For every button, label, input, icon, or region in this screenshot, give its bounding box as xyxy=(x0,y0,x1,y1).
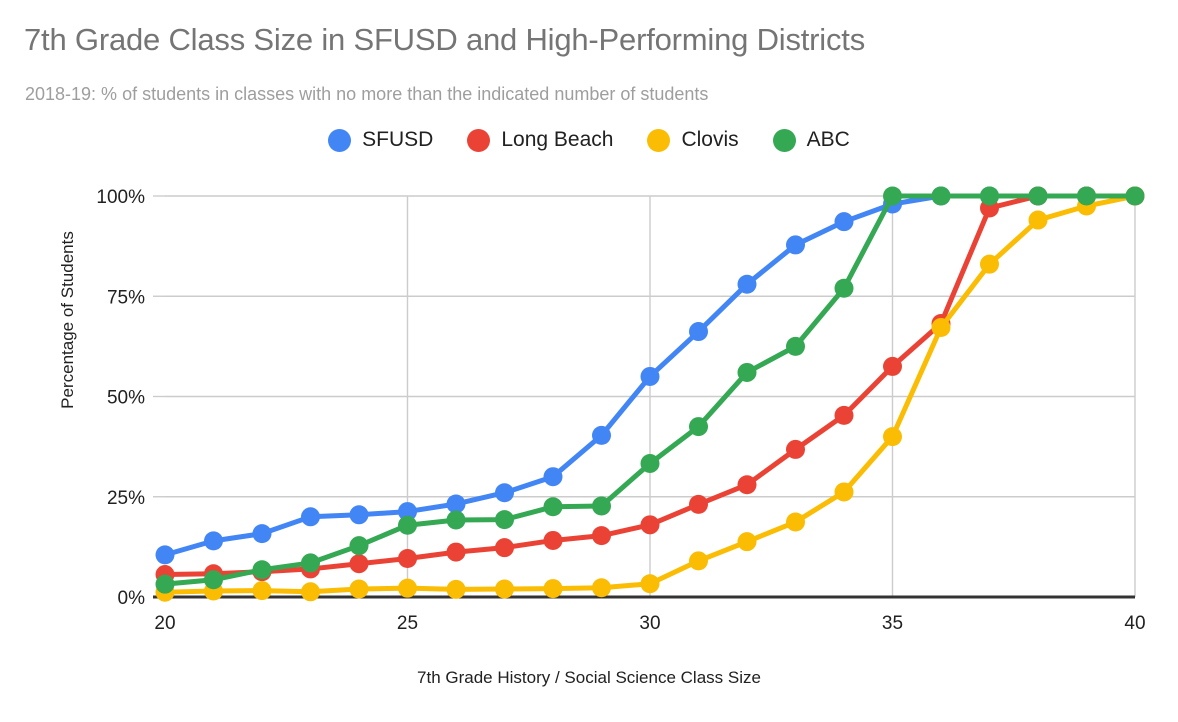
data-point[interactable] xyxy=(446,494,466,514)
data-point[interactable] xyxy=(398,502,417,522)
data-point[interactable] xyxy=(737,475,757,495)
data-point[interactable] xyxy=(931,318,951,338)
legend-swatch-icon xyxy=(328,128,352,152)
legend-label: Clovis xyxy=(681,128,739,151)
data-point[interactable] xyxy=(931,186,951,206)
data-point[interactable] xyxy=(1028,210,1048,230)
x-tick-label: 40 xyxy=(1124,613,1145,634)
data-point[interactable] xyxy=(398,549,417,569)
data-point[interactable] xyxy=(689,322,708,342)
data-point[interactable] xyxy=(155,574,175,594)
data-point[interactable] xyxy=(689,494,708,514)
data-point[interactable] xyxy=(786,336,805,356)
data-point[interactable] xyxy=(689,551,708,571)
y-tick-label: 0% xyxy=(118,588,146,609)
data-point[interactable] xyxy=(495,579,514,599)
legend-label: Long Beach xyxy=(501,128,614,151)
y-tick-label: 75% xyxy=(107,287,145,308)
x-axis-title: 7th Grade History / Social Science Class… xyxy=(417,668,761,687)
data-point[interactable] xyxy=(834,212,854,232)
data-point[interactable] xyxy=(155,545,175,565)
data-point[interactable] xyxy=(398,515,417,535)
data-point[interactable] xyxy=(786,512,805,532)
data-point[interactable] xyxy=(592,496,611,516)
y-tick-label: 25% xyxy=(107,488,145,509)
data-point[interactable] xyxy=(252,581,272,601)
data-point[interactable] xyxy=(495,538,514,558)
chart-subtitle: 2018-19: % of students in classes with n… xyxy=(25,84,709,104)
data-point[interactable] xyxy=(543,497,563,517)
data-point[interactable] xyxy=(1077,186,1096,206)
series-abc xyxy=(155,186,1145,594)
data-point[interactable] xyxy=(786,439,805,459)
legend-item-sfusd[interactable]: SFUSD xyxy=(328,128,433,152)
x-tick-label: 25 xyxy=(397,613,418,634)
data-point[interactable] xyxy=(640,366,660,386)
legend-swatch-icon xyxy=(467,128,491,152)
data-point[interactable] xyxy=(737,274,757,294)
data-point[interactable] xyxy=(834,482,854,502)
chart-legend: SFUSD Long Beach Clovis ABC xyxy=(0,128,1178,152)
chart-title: 7th Grade Class Size in SFUSD and High-P… xyxy=(24,22,865,57)
data-point[interactable] xyxy=(1125,186,1145,206)
data-point[interactable] xyxy=(640,574,660,594)
data-point[interactable] xyxy=(737,532,757,552)
data-point[interactable] xyxy=(495,510,514,530)
data-point[interactable] xyxy=(883,356,902,376)
data-point[interactable] xyxy=(592,578,611,598)
y-tick-label: 50% xyxy=(107,388,145,409)
legend-item-abc[interactable]: ABC xyxy=(772,128,850,152)
data-point[interactable] xyxy=(883,427,902,447)
legend-swatch-icon xyxy=(772,128,796,152)
data-point[interactable] xyxy=(252,524,272,544)
legend-label: ABC xyxy=(806,128,850,151)
data-point[interactable] xyxy=(495,483,514,503)
data-point[interactable] xyxy=(980,186,999,206)
data-point[interactable] xyxy=(640,515,660,535)
y-tick-label: 100% xyxy=(96,187,145,208)
data-point[interactable] xyxy=(349,579,369,599)
data-point[interactable] xyxy=(204,531,223,551)
data-point[interactable] xyxy=(349,505,369,525)
data-point[interactable] xyxy=(543,579,563,599)
data-point[interactable] xyxy=(301,553,320,573)
x-axis-ticks: 20 25 30 35 40 xyxy=(154,613,1145,634)
data-point[interactable] xyxy=(349,536,369,556)
data-point[interactable] xyxy=(543,530,563,550)
data-point[interactable] xyxy=(883,186,902,206)
data-point[interactable] xyxy=(834,278,854,298)
x-tick-label: 30 xyxy=(639,613,660,634)
legend-swatch-icon xyxy=(647,128,671,152)
data-point[interactable] xyxy=(737,362,757,382)
x-tick-label: 35 xyxy=(882,613,903,634)
data-point[interactable] xyxy=(301,507,320,527)
data-point[interactable] xyxy=(592,526,611,546)
legend-item-clovis[interactable]: Clovis xyxy=(647,128,739,152)
data-point[interactable] xyxy=(301,582,320,602)
data-point[interactable] xyxy=(204,570,223,590)
data-point[interactable] xyxy=(543,467,563,487)
y-axis-title: Percentage of Students xyxy=(58,231,77,409)
data-point[interactable] xyxy=(398,578,417,598)
data-point[interactable] xyxy=(446,542,466,562)
data-point[interactable] xyxy=(252,560,272,580)
data-point[interactable] xyxy=(834,405,854,425)
data-point[interactable] xyxy=(592,425,611,445)
data-point[interactable] xyxy=(689,417,708,437)
data-point[interactable] xyxy=(980,254,999,274)
data-point[interactable] xyxy=(446,579,466,599)
data-point[interactable] xyxy=(1028,186,1048,206)
legend-label: SFUSD xyxy=(362,128,434,151)
data-point[interactable] xyxy=(640,453,660,473)
data-point[interactable] xyxy=(349,554,369,574)
x-tick-label: 20 xyxy=(154,613,175,634)
legend-item-long-beach[interactable]: Long Beach xyxy=(467,128,613,152)
y-axis-ticks: 0% 25% 50% 75% 100% xyxy=(96,187,165,609)
data-point[interactable] xyxy=(786,235,805,255)
data-point[interactable] xyxy=(446,510,466,530)
